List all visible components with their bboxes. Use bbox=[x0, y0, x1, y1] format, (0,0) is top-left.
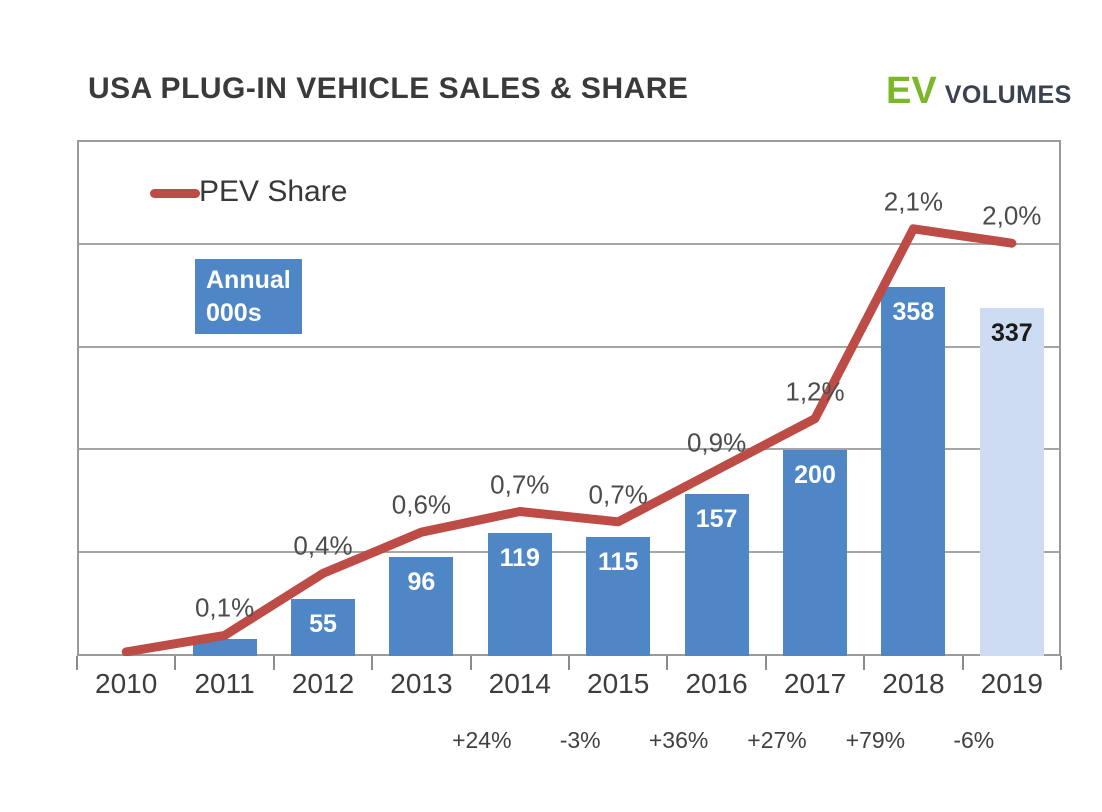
growth-label-2017: +27% bbox=[747, 727, 807, 753]
share-label-2015: 0,7% bbox=[588, 479, 648, 510]
year-label-2013: 2013 bbox=[390, 668, 453, 699]
x-axis-tick bbox=[961, 656, 964, 670]
year-label-2016: 2016 bbox=[685, 668, 748, 699]
bar-2019 bbox=[979, 308, 1044, 656]
x-axis-tick bbox=[371, 656, 374, 670]
growth-label-2015: -3% bbox=[559, 727, 601, 753]
bar-units-legend: Annual 000s bbox=[195, 259, 302, 334]
bar-value-label: 119 bbox=[499, 544, 540, 573]
bar-value-label: 55 bbox=[309, 610, 337, 639]
gridline bbox=[79, 243, 1059, 246]
year-label-2011: 2011 bbox=[194, 668, 255, 699]
growth-label-2019: -6% bbox=[953, 727, 995, 753]
share-label-2011: 0,1% bbox=[194, 592, 255, 623]
bar-value-label: 115 bbox=[598, 548, 639, 577]
logo-ev-text: EV bbox=[886, 70, 937, 112]
growth-label-2018: +79% bbox=[845, 727, 906, 753]
bar-value-label: 200 bbox=[794, 460, 836, 489]
bar-value-label: 337 bbox=[990, 319, 1033, 348]
share-label-2016: 0,9% bbox=[686, 427, 747, 458]
x-axis-tick bbox=[666, 656, 669, 670]
x-axis-tick bbox=[76, 656, 78, 670]
bar-units-legend-line2: 000s bbox=[206, 298, 262, 327]
year-label-2010: 2010 bbox=[95, 668, 158, 699]
growth-label-2014: +24% bbox=[452, 727, 512, 753]
x-axis-tick bbox=[568, 656, 570, 670]
share-label-2013: 0,6% bbox=[391, 489, 452, 520]
share-label-2017: 1,2% bbox=[785, 376, 845, 407]
pev-share-legend-swatch bbox=[150, 189, 200, 198]
pev-share-legend-label: PEV Share bbox=[199, 175, 348, 208]
share-label-2012: 0,4% bbox=[293, 530, 353, 561]
bar-value-label: 96 bbox=[407, 567, 436, 596]
x-axis-tick bbox=[469, 656, 472, 670]
year-label-2018: 2018 bbox=[882, 668, 945, 699]
bar-2011 bbox=[192, 639, 257, 656]
growth-label-2016: +36% bbox=[648, 727, 709, 753]
x-axis-tick bbox=[863, 656, 866, 670]
year-label-2015: 2015 bbox=[587, 668, 650, 699]
x-axis-tick bbox=[764, 656, 767, 670]
share-label-2019: 2,0% bbox=[982, 200, 1042, 231]
year-label-2017: 2017 bbox=[783, 668, 847, 699]
share-label-2014: 0,7% bbox=[490, 469, 550, 500]
x-axis-tick bbox=[174, 656, 177, 670]
bar-2018 bbox=[881, 286, 946, 656]
ev-volumes-logo: EV VOLUMES bbox=[886, 70, 1072, 113]
x-axis-tick bbox=[1060, 656, 1062, 670]
bar-units-legend-line1: Annual bbox=[206, 266, 291, 294]
year-label-2019: 2019 bbox=[980, 668, 1043, 699]
bar-value-label: 358 bbox=[892, 297, 935, 326]
share-label-2018: 2,1% bbox=[883, 186, 944, 217]
bar-value-label: 157 bbox=[695, 504, 738, 533]
chart-title: USA PLUG-IN VEHICLE SALES & SHARE bbox=[88, 72, 689, 105]
year-label-2012: 2012 bbox=[291, 668, 355, 699]
logo-volumes-text: VOLUMES bbox=[944, 81, 1072, 109]
year-label-2014: 2014 bbox=[488, 668, 551, 699]
x-axis-tick bbox=[272, 656, 275, 670]
